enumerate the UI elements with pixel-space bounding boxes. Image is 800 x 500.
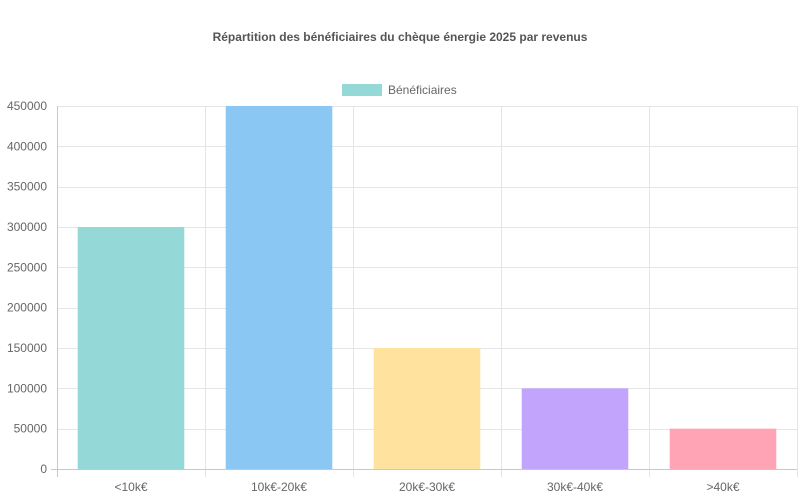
x-tick-label: >40k€ xyxy=(706,480,739,494)
x-tick-label: 10k€-20k€ xyxy=(251,480,307,494)
y-tick-label: 400000 xyxy=(7,139,47,153)
y-tick-label: 100000 xyxy=(7,381,47,395)
legend-label: Bénéficiaires xyxy=(388,83,457,97)
chart-title: Répartition des bénéficiaires du chèque … xyxy=(213,30,588,44)
bar-1[interactable] xyxy=(77,227,185,469)
y-tick-label: 200000 xyxy=(7,301,47,315)
y-axis-ticks: 0 50000 100000 150000 200000 250000 300000 3500… xyxy=(7,99,47,476)
bar-5[interactable] xyxy=(669,428,777,469)
x-tick-label: 20k€-30k€ xyxy=(399,480,455,494)
legend[interactable]: Bénéficiaires xyxy=(342,83,457,97)
y-tick-label: 300000 xyxy=(7,220,47,234)
axes xyxy=(51,106,797,477)
bars xyxy=(77,106,777,469)
y-tick-label: 0 xyxy=(40,462,47,476)
bar-3[interactable] xyxy=(373,348,481,469)
x-axis-ticks: <10k€ 10k€-20k€ 20k€-30k€ 30k€-40k€ >40k€ xyxy=(114,480,739,494)
y-tick-label: 250000 xyxy=(7,260,47,274)
bar-4[interactable] xyxy=(521,388,629,469)
y-tick-label: 150000 xyxy=(7,341,47,355)
bar-2[interactable] xyxy=(225,106,333,469)
y-tick-label: 350000 xyxy=(7,180,47,194)
y-tick-label: 50000 xyxy=(14,422,48,436)
y-tick-label: 450000 xyxy=(7,99,47,113)
x-tick-label: 30k€-40k€ xyxy=(547,480,603,494)
legend-swatch xyxy=(342,84,382,96)
x-tick-label: <10k€ xyxy=(114,480,147,494)
